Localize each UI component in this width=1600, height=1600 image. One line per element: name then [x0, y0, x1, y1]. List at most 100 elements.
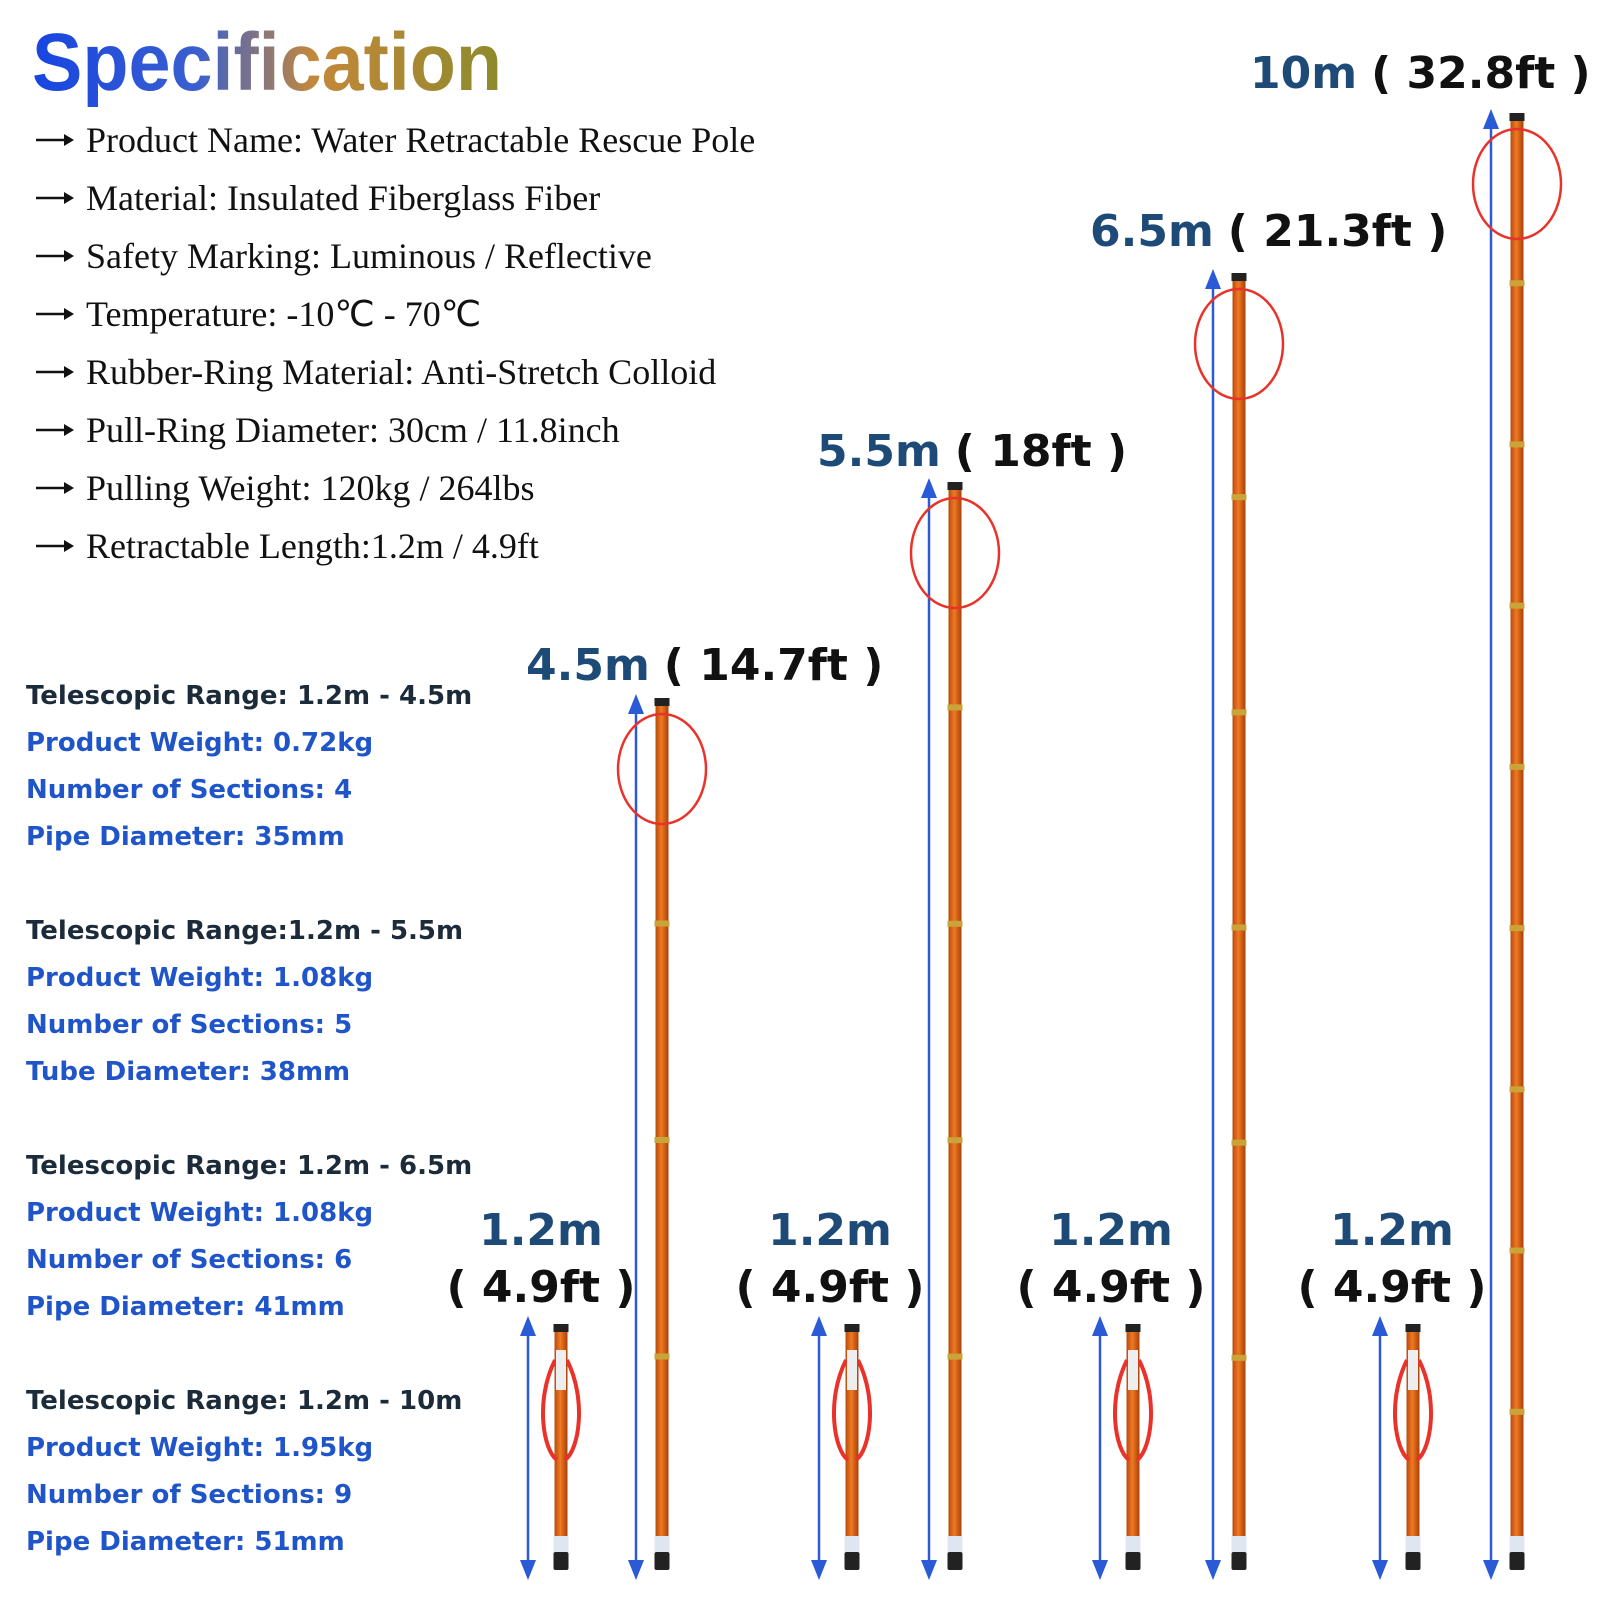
pole-base	[1405, 1552, 1421, 1570]
pull-ring-folded	[832, 1359, 872, 1462]
retracted-ft: ( 4.9ft )	[1017, 1262, 1206, 1313]
extended-length: 10m ( 32.8ft )	[1250, 48, 1591, 99]
pole-tip	[844, 1324, 860, 1332]
pole-base-band	[1231, 1536, 1247, 1552]
pole-shaft	[1510, 119, 1524, 1536]
pole-base	[1231, 1552, 1247, 1570]
pull-ring-folded	[1393, 1359, 1433, 1462]
pole-joint	[1231, 1354, 1247, 1361]
bullet-arrow-head	[64, 250, 74, 262]
pole-joint	[1509, 602, 1525, 609]
variant-diameter: Pipe Diameter: 51mm	[26, 1527, 345, 1557]
pull-ring	[616, 712, 708, 826]
pole-base-band	[1509, 1536, 1525, 1552]
retracted-ft: ( 4.9ft )	[736, 1262, 925, 1313]
variant-diameter: Tube Diameter: 38mm	[26, 1057, 350, 1087]
pole-joint	[947, 1353, 963, 1360]
bullet-arrow-head	[64, 482, 74, 494]
variant-range: Telescopic Range: 1.2m - 10m	[26, 1386, 462, 1416]
extended-ft: ( 21.3ft )	[1228, 206, 1448, 257]
pole-tip	[1509, 113, 1525, 121]
bullet-arrow-head	[64, 192, 74, 204]
bullet-arrow-head	[64, 424, 74, 436]
extended-ft: ( 32.8ft )	[1371, 48, 1591, 99]
spec-line: Retractable Length:1.2m / 4.9ft	[86, 526, 539, 566]
bullet-arrow-head	[64, 540, 74, 552]
pole-joint	[1231, 494, 1247, 501]
spec-line: Material: Insulated Fiberglass Fiber	[86, 178, 600, 218]
pole-joint	[1231, 709, 1247, 716]
pole-joint	[1509, 1086, 1525, 1093]
variant-diameter: Pipe Diameter: 41mm	[26, 1292, 345, 1322]
pole-base	[1509, 1552, 1525, 1570]
pole-label	[1128, 1350, 1138, 1390]
variant-range: Telescopic Range: 1.2m - 6.5m	[26, 1151, 472, 1181]
spec-line: Temperature: -10℃ - 70℃	[86, 294, 481, 334]
variant-weight: Product Weight: 1.08kg	[26, 1198, 373, 1228]
pole-base-band	[654, 1536, 670, 1552]
pole-joint	[1231, 924, 1247, 931]
pole-tip	[1125, 1324, 1141, 1332]
variant-range: Telescopic Range:1.2m - 5.5m	[26, 916, 463, 946]
spec-line: Rubber-Ring Material: Anti-Stretch Collo…	[86, 352, 716, 392]
extended-m: 10m	[1250, 48, 1357, 99]
pole-base-band	[553, 1536, 569, 1552]
pole-joint	[947, 920, 963, 927]
pole-base	[844, 1552, 860, 1570]
pole-base-band	[1405, 1536, 1421, 1552]
variant-weight: Product Weight: 1.08kg	[26, 963, 373, 993]
pull-ring	[1193, 287, 1285, 401]
extended-m: 6.5m	[1090, 206, 1214, 257]
pole-shaft	[948, 488, 962, 1536]
extended-length: 5.5m ( 18ft )	[817, 426, 1127, 477]
pole-base-band	[1125, 1536, 1141, 1552]
pole-joint	[1509, 441, 1525, 448]
retracted-m: 1.2m	[479, 1205, 603, 1256]
page-title: Specification	[32, 17, 502, 108]
pole-joint	[1509, 280, 1525, 287]
retracted-m: 1.2m	[1049, 1205, 1173, 1256]
extended-m: 4.5m	[526, 640, 650, 691]
extended-length: 6.5m ( 21.3ft )	[1090, 206, 1447, 257]
pole-joint	[1509, 1247, 1525, 1254]
retracted-m: 1.2m	[768, 1205, 892, 1256]
pole-joint	[1509, 925, 1525, 932]
pole-joint	[1231, 1139, 1247, 1146]
pole-joint	[654, 1137, 670, 1143]
bullet-arrow-head	[64, 134, 74, 146]
spec-line: Safety Marking: Luminous / Reflective	[86, 236, 652, 276]
pole-tip	[654, 698, 670, 706]
pull-ring	[1471, 127, 1563, 241]
variant-range: Telescopic Range: 1.2m - 4.5m	[26, 681, 472, 711]
variant-diameter: Pipe Diameter: 35mm	[26, 822, 345, 852]
spec-line: Pull-Ring Diameter: 30cm / 11.8inch	[86, 410, 620, 450]
variant-sections: Number of Sections: 5	[26, 1010, 352, 1040]
pull-ring	[909, 496, 1001, 610]
extended-ft: ( 18ft )	[955, 426, 1127, 477]
extended-m: 5.5m	[817, 426, 941, 477]
pole-base	[1125, 1552, 1141, 1570]
spec-line: Product Name: Water Retractable Rescue P…	[86, 120, 755, 160]
pole-joint	[654, 1353, 670, 1360]
retracted-ft: ( 4.9ft )	[447, 1262, 636, 1313]
pole-shaft	[1232, 279, 1246, 1536]
pole-joint	[1509, 763, 1525, 770]
bullet-arrow-head	[64, 366, 74, 378]
pole-joint	[947, 704, 963, 711]
variant-sections: Number of Sections: 4	[26, 775, 352, 805]
pull-ring-folded	[541, 1359, 581, 1462]
pole-tip	[947, 482, 963, 490]
pole-joint	[654, 920, 670, 927]
retracted-m: 1.2m	[1330, 1205, 1454, 1256]
spec-line: Pulling Weight: 120kg / 264lbs	[86, 468, 534, 508]
pole-label	[1408, 1350, 1418, 1390]
variant-weight: Product Weight: 1.95kg	[26, 1433, 373, 1463]
pole-base	[654, 1552, 670, 1570]
pole-base	[947, 1552, 963, 1570]
variant-weight: Product Weight: 0.72kg	[26, 728, 373, 758]
pole-tip	[1405, 1324, 1421, 1332]
pole-shaft	[655, 704, 669, 1536]
extended-length: 4.5m ( 14.7ft )	[526, 640, 883, 691]
retracted-ft: ( 4.9ft )	[1298, 1262, 1487, 1313]
